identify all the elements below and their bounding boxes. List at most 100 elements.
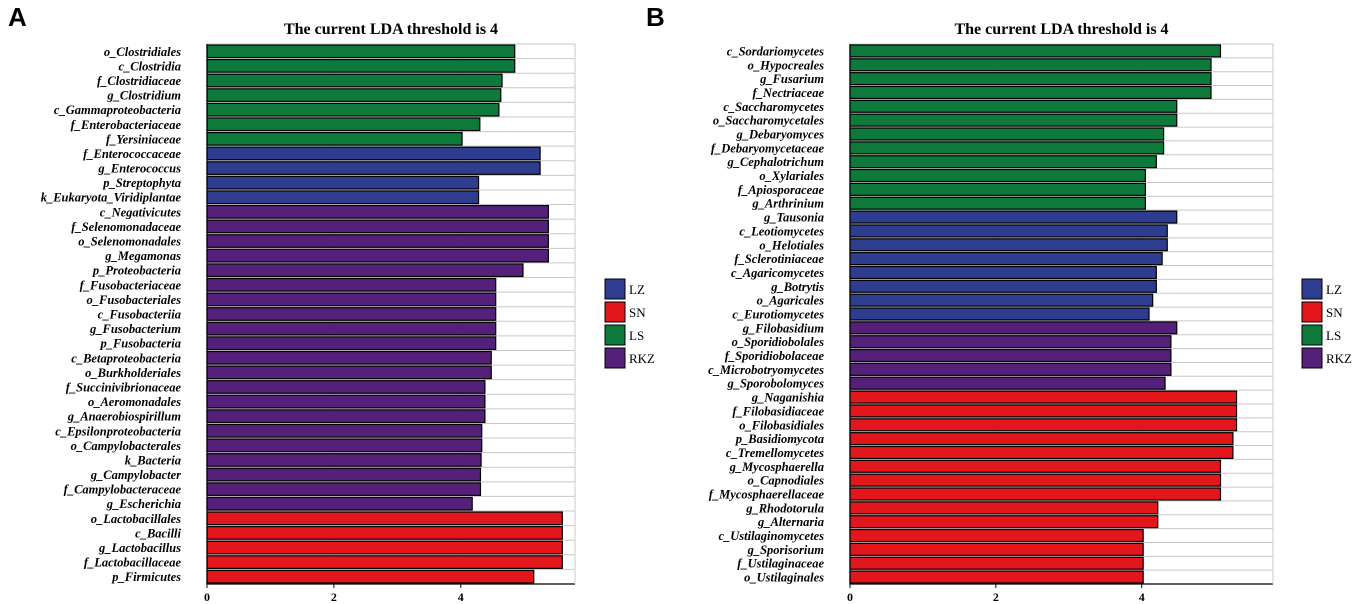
- legend-swatch-sn: [1301, 301, 1323, 323]
- legend-swatch-sn: [604, 301, 626, 323]
- category-label: f_Mycosphaerellaceae: [709, 488, 825, 502]
- category-label: k_Bacteria: [125, 453, 181, 467]
- bar-o-selenomonadales: [206, 234, 549, 248]
- category-label: p_Streptophyta: [102, 176, 181, 190]
- bar-g-naganishia: [849, 390, 1238, 404]
- legend-label-rkz: RKZ: [1326, 351, 1352, 366]
- category-label: f_Sclerotiniaceae: [734, 252, 824, 266]
- category-label: c_Saccharomycetes: [723, 100, 824, 114]
- category-label: o_Fusobacteriales: [87, 293, 182, 307]
- bar-o-xylariales: [849, 168, 1146, 183]
- x-tick-label: 2: [331, 590, 337, 604]
- category-label: g_Enterococcus: [97, 162, 181, 176]
- bar-f-yersiniaceae: [206, 131, 463, 146]
- bar-g-escherichia: [206, 496, 473, 511]
- legend-swatch-ls: [604, 324, 626, 346]
- category-label: c_Agaricomycetes: [731, 266, 824, 280]
- category-label: f_Clostridiaceae: [97, 74, 181, 88]
- category-label: g_Clostridium: [106, 89, 181, 103]
- bar-f-filobasidiaceae: [849, 404, 1238, 418]
- bar-f-debaryomycetaceae: [849, 141, 1165, 155]
- bar-c-microbotryomycetes: [849, 362, 1172, 376]
- bar-f-sporidiobolaceae: [849, 348, 1172, 363]
- bar-c-tremellomycetes: [849, 445, 1234, 460]
- bar-g-sporisorium: [849, 542, 1144, 556]
- category-label: o_Saccharomycetales: [713, 114, 824, 128]
- category-label: g_Mycosphaerella: [729, 460, 824, 474]
- category-label: g_Escherichia: [106, 497, 181, 511]
- bar-o-campylobacterales: [206, 438, 483, 453]
- category-label: k_Eukaryota_Viridiplantae: [41, 191, 182, 205]
- category-label: c_Microbotryomycetes: [708, 363, 824, 377]
- chart-title: The current LDA threshold is 4: [954, 21, 1168, 38]
- category-label: c_Betaproteobacteria: [71, 351, 181, 365]
- category-label: g_Sporisorium: [747, 543, 825, 557]
- category-label: o_Hypocreales: [748, 58, 825, 72]
- category-label: c_Negativicutes: [100, 205, 181, 219]
- bar-o-filobasidiales: [849, 418, 1238, 432]
- category-label: g_Campylobacter: [90, 468, 181, 482]
- bar-o-saccharomycetales: [849, 113, 1178, 127]
- category-label: f_Filobasidiaceae: [732, 404, 824, 418]
- bar-p-firmicutes: [206, 569, 535, 584]
- category-label: g_Naganishia: [751, 391, 824, 405]
- category-label: g_Cephalotrichum: [726, 155, 824, 169]
- bar-o-agaricales: [849, 293, 1154, 307]
- category-label: g_Anaerobiospirillum: [67, 410, 181, 424]
- bar-g-arthrinium: [849, 196, 1146, 210]
- category-label: f_Apiosporaceae: [738, 183, 825, 197]
- panel-letter-a: A: [8, 2, 27, 32]
- panel-a-chart: The current LDA threshold is 4 o_Clostrid…: [41, 21, 576, 604]
- bar-c-bacilli: [206, 526, 563, 540]
- bar-p-proteobacteria: [206, 263, 524, 278]
- bar-g-lactobacillus: [206, 540, 563, 555]
- category-label: f_Succinivibrionaceae: [66, 380, 182, 394]
- category-label: o_Burkholderiales: [85, 366, 181, 380]
- panel-b-chart: The current LDA threshold is 4 c_Sordario…: [708, 21, 1274, 604]
- bar-o-ustilaginales: [849, 570, 1144, 584]
- bar-f-ustilaginaceae: [849, 556, 1144, 570]
- legend-a: LZ SN LS RKZ: [604, 278, 655, 369]
- legend-label-sn: SN: [629, 305, 646, 320]
- bar-g-fusarium: [849, 72, 1212, 86]
- bar-p-basidiomycota: [849, 432, 1234, 446]
- bar-o-burkholderiales: [206, 365, 492, 380]
- bar-c-eurotiomycetes: [849, 307, 1150, 321]
- category-label: g_Arthrinium: [751, 197, 824, 211]
- category-label: o_Ustilaginales: [744, 571, 824, 585]
- bar-c-ustilaginomycetes: [849, 528, 1144, 543]
- category-label: c_Tremellomycetes: [726, 446, 824, 460]
- category-label: g_Debaryomyces: [736, 128, 825, 142]
- bar-f-nectriaceae: [849, 85, 1212, 100]
- bar-p-streptophyta: [206, 175, 480, 190]
- bar-c-gammaproteobacteria: [206, 102, 500, 117]
- bar-g-clostridium: [206, 88, 502, 102]
- bar-g-fusobacterium: [206, 321, 497, 336]
- category-label: f_Fusobacteriaceae: [80, 278, 182, 292]
- bar-k-bacteria: [206, 453, 482, 467]
- category-label: p_Firmicutes: [111, 570, 181, 584]
- category-label: g_Megamonas: [104, 249, 181, 263]
- category-label: f_Yersiniaceae: [106, 132, 181, 146]
- bar-f-campylobacteraceae: [206, 482, 482, 497]
- bar-g-sporobolomyces: [849, 376, 1166, 390]
- bar-o-fusobacteriales: [206, 292, 497, 307]
- x-tick-label: 4: [458, 590, 464, 604]
- category-label: p_Fusobacteria: [99, 337, 181, 351]
- bar-g-tausonia: [849, 210, 1178, 224]
- bar-f-succinivibrionaceae: [206, 380, 486, 394]
- x-tick-label: 2: [993, 590, 999, 604]
- category-label: f_Enterococcaceae: [83, 147, 181, 161]
- x-tick-label: 0: [847, 590, 853, 604]
- category-label: f_Campylobacteraceae: [64, 483, 182, 497]
- bar-g-botrytis: [849, 279, 1157, 293]
- category-label: g_Sporobolomyces: [726, 377, 824, 391]
- category-label: o_Campylobacterales: [71, 439, 182, 453]
- legend-label-sn: SN: [1326, 305, 1343, 320]
- category-label: g_Lactobacillus: [98, 541, 181, 555]
- legend-label-rkz: RKZ: [629, 351, 655, 366]
- bar-c-epsilonproteobacteria: [206, 423, 483, 438]
- bar-f-clostridiaceae: [206, 73, 503, 88]
- category-label: g_Fusarium: [759, 72, 824, 86]
